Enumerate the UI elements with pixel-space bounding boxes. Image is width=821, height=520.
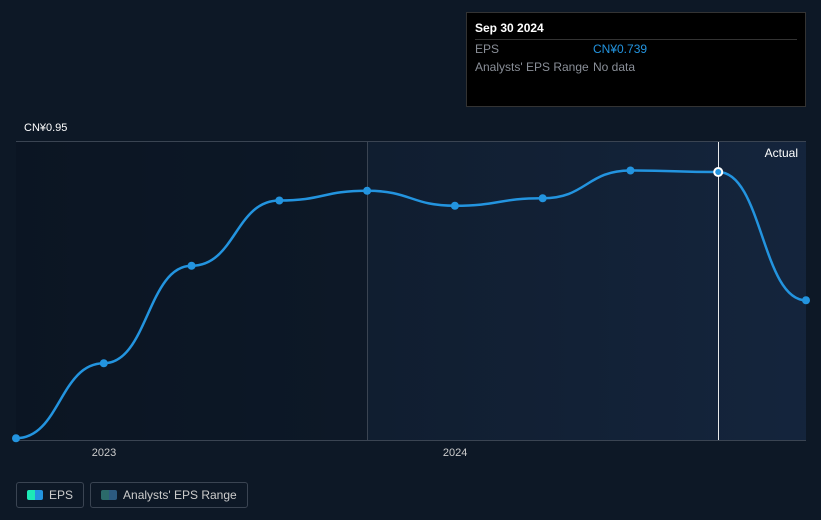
- tooltip-value: No data: [593, 60, 635, 74]
- tooltip-panel: Sep 30 2024 EPS CN¥0.739 Analysts' EPS R…: [466, 12, 806, 107]
- x-axis-label: 2024: [443, 447, 467, 459]
- tooltip-row: Analysts' EPS Range No data: [475, 58, 797, 76]
- legend: EPS Analysts' EPS Range: [16, 482, 248, 508]
- legend-label: Analysts' EPS Range: [123, 488, 237, 502]
- legend-label: EPS: [49, 488, 73, 502]
- legend-swatch-icon: [27, 490, 43, 500]
- y-axis-label-max: CN¥0.95: [24, 122, 67, 134]
- tooltip-label: Analysts' EPS Range: [475, 60, 593, 74]
- legend-item-analyst-range[interactable]: Analysts' EPS Range: [90, 482, 248, 508]
- tooltip-label: EPS: [475, 42, 593, 56]
- chart-area: CN¥0.95 CN¥0.55 Actual 2023 2024: [16, 123, 806, 463]
- plot-region[interactable]: Actual: [16, 141, 806, 441]
- tooltip-row: EPS CN¥0.739: [475, 40, 797, 58]
- line-series: [16, 142, 806, 442]
- x-axis-label: 2023: [92, 447, 116, 459]
- tooltip-date: Sep 30 2024: [475, 19, 797, 40]
- legend-item-eps[interactable]: EPS: [16, 482, 84, 508]
- legend-swatch-icon: [101, 490, 117, 500]
- tooltip-value: CN¥0.739: [593, 42, 647, 56]
